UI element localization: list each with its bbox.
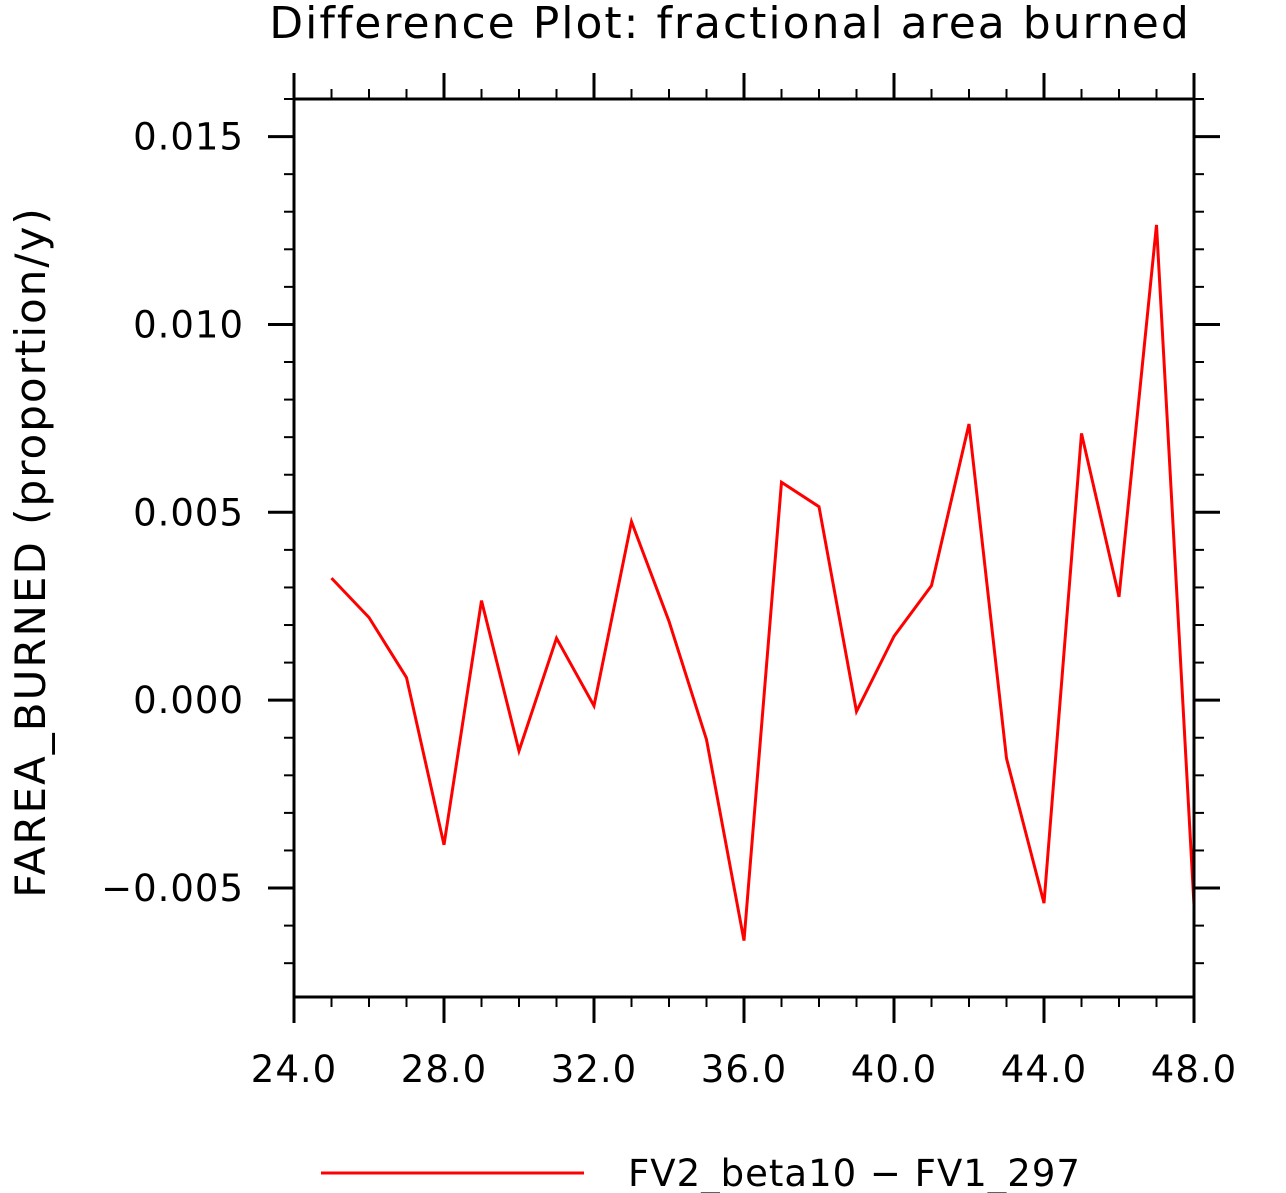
major-ticks	[268, 73, 1220, 1023]
series-layer	[330, 224, 1196, 941]
y-tick-label: 0.005	[133, 491, 244, 534]
y-tick-label: −0.005	[101, 867, 244, 910]
x-tick-label: 28.0	[401, 1048, 487, 1091]
x-tick-label: 24.0	[251, 1048, 337, 1091]
x-tick-labels: 24.0 28.0 32.0 36.0 40.0 44.0 48.0	[251, 1048, 1237, 1091]
legend: FV2_beta10 − FV1_297	[321, 1152, 1081, 1193]
chart-title: Difference Plot: fractional area burned	[269, 0, 1191, 49]
y-tick-label: 0.015	[133, 116, 244, 159]
y-tick-label: 0.000	[133, 679, 244, 722]
x-tick-label: 40.0	[851, 1048, 937, 1091]
x-tick-label: 48.0	[1151, 1048, 1237, 1091]
y-tick-label: 0.010	[133, 303, 244, 346]
series-line	[330, 224, 1196, 941]
plot-frame	[292, 97, 1196, 999]
x-tick-label: 44.0	[1001, 1048, 1087, 1091]
minor-ticks	[284, 89, 1204, 1007]
legend-label: FV2_beta10 − FV1_297	[628, 1152, 1081, 1193]
x-tick-label: 32.0	[551, 1048, 637, 1091]
y-axis-label: FAREA_BURNED (proportion/y)	[6, 206, 55, 897]
x-tick-label: 36.0	[701, 1048, 787, 1091]
y-tick-labels: −0.005 0.000 0.005 0.010 0.015	[101, 116, 244, 910]
